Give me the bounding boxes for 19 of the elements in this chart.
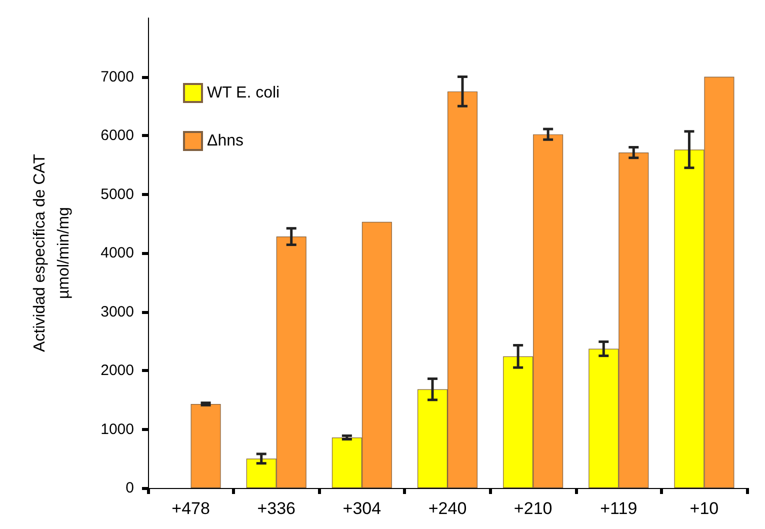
y-tick-label: 6000 [100, 127, 134, 144]
y-axis-title: Actividad especifica de CAT µmol/min/mg [32, 154, 72, 352]
x-tick-label: +336 [257, 499, 296, 518]
y-tick-label: 5000 [100, 186, 134, 203]
y-tick-label: 7000 [100, 68, 134, 86]
x-tick-label: +240 [428, 499, 467, 518]
legend-label: WT E. coli [207, 84, 280, 102]
y-tick-label: 3000 [100, 303, 134, 320]
x-tick-label: +10 [690, 499, 719, 518]
y-tick-label: 2000 [100, 362, 134, 379]
bar [190, 404, 221, 488]
legend-label: Δhns [207, 132, 244, 150]
x-tick-label: +119 [600, 499, 638, 518]
y-tick-label: 4000 [100, 244, 134, 262]
y-tick-label: 1000 [100, 420, 134, 438]
y-tick-label: 0 [126, 480, 134, 496]
x-tick-label: +210 [514, 499, 552, 518]
x-tick-label: +304 [342, 499, 382, 518]
x-tick-label: +478 [172, 499, 210, 518]
